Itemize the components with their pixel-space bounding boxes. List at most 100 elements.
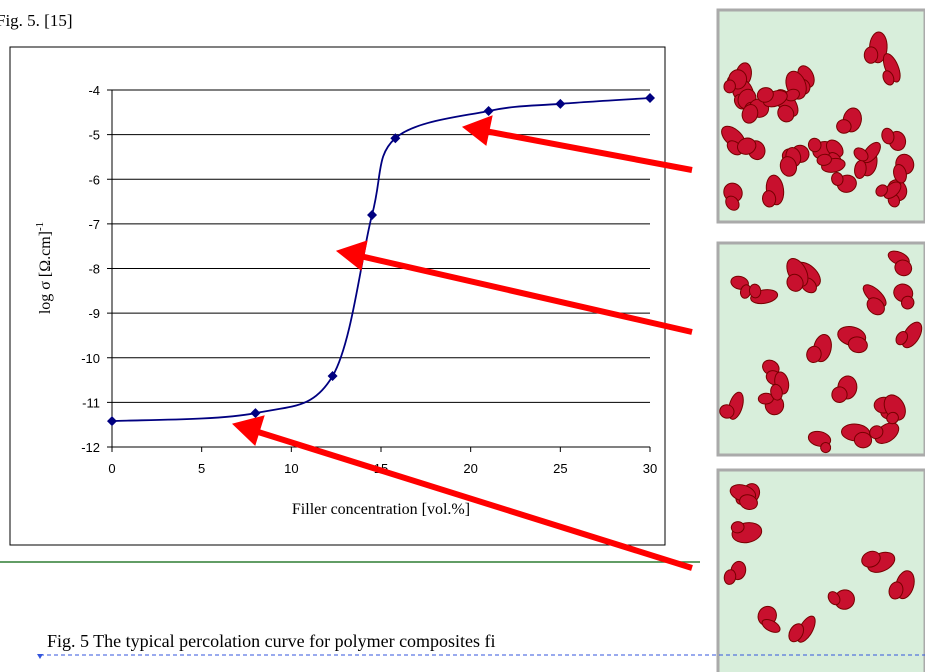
particle [723,560,747,585]
particle-part [737,137,757,155]
y-tick-label: -11 [82,395,100,410]
particle [723,69,748,94]
particle [788,615,816,643]
particle [853,141,881,164]
y-tick-label: -10 [81,351,100,366]
data-point [250,408,261,419]
particle-part [875,184,889,197]
data-point [327,371,338,382]
particle-part [756,87,774,103]
particle-part [788,623,805,643]
particle [861,550,896,573]
particle [730,521,763,544]
particle-part [827,591,841,606]
particle-part [866,297,885,316]
chart-frame [9,46,666,546]
arrow-head [232,415,265,446]
particle-part [882,53,901,83]
particle [883,394,906,425]
particle-part [820,442,832,454]
arrow-head [335,240,368,271]
particle-part [869,425,884,440]
particle-part [881,127,895,145]
particle [806,333,832,364]
particle-part [847,336,868,354]
figure-caption: Fig. 5 The typical percolation curve for… [47,631,496,651]
y-tick-label: -9 [88,306,100,321]
particle-part [741,104,759,124]
y-axis-label: log σ [Ω.cm]-1 [34,222,54,314]
y-tick-label: -4 [88,83,100,98]
particle [757,605,781,633]
arrow [359,253,693,335]
particle [784,70,807,102]
particle [837,325,868,354]
plot: -4-5-6-7-8-9-10-11-12051015202530 [81,83,657,476]
data-point [107,416,117,427]
x-tick-label: 25 [553,461,567,476]
particle-part [863,46,879,64]
particle-part [853,147,869,162]
x-axis-label: Filler concentration [vol.%] [292,501,470,518]
x-tick-label: 0 [108,461,115,476]
particle-part [723,79,736,94]
particle-part [894,259,913,277]
marker [37,654,43,659]
particle [770,371,790,401]
particle-part [719,404,735,419]
particle-part [882,70,895,86]
micrographs [716,8,925,672]
particle [831,375,858,403]
particle-part [725,195,740,211]
data-point [367,209,378,220]
particle-part [770,383,783,401]
particle-part [762,190,777,208]
particle-part [831,172,844,186]
particle [756,87,788,108]
particle-part [831,386,848,403]
particle [816,153,846,173]
y-tick-label: -5 [88,128,100,143]
particle [869,422,900,444]
y-axis-label-superscript: -1 [34,222,46,231]
x-tick-label: 30 [643,461,657,476]
arrow [254,428,693,571]
particle-part [861,550,881,568]
particle [779,147,802,177]
particle [723,182,743,211]
particle-part [779,156,798,177]
particle-part [786,273,804,292]
arrow-head [461,115,493,146]
particle-part [895,330,909,346]
particle [807,430,832,454]
particle-part [761,618,781,633]
y-tick-label: -12 [81,440,100,455]
particle [888,570,915,600]
particle-part [723,569,737,585]
particle-part [730,521,745,534]
particle-part [806,345,822,364]
particle [893,283,915,310]
particle [840,423,873,449]
particle [786,258,809,292]
y-tick-label: -6 [88,172,100,187]
particle [719,391,744,420]
particle-part [886,411,899,425]
particle-part [900,295,915,310]
particle [748,283,779,305]
x-tick-label: 5 [198,461,205,476]
y-tick-label: -7 [88,217,100,232]
y-tick-label: -8 [88,262,100,277]
x-tick-label: 10 [284,461,298,476]
particle [893,153,915,184]
data-point [555,98,566,109]
particle-part [777,104,795,123]
data-point [390,133,401,144]
particle [863,31,888,64]
particle [729,484,758,510]
particle-part [883,181,902,199]
figure-header: Fig. 5. [15] [0,11,73,30]
particle [862,284,887,316]
particle-part [748,283,762,299]
